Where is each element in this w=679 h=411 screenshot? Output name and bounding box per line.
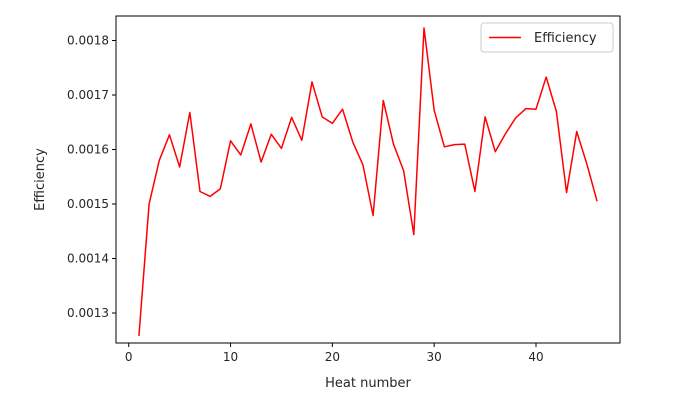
y-tick-label: 0.0018 xyxy=(67,34,109,48)
y-tick-label: 0.0015 xyxy=(67,197,109,211)
y-tick-label: 0.0013 xyxy=(67,306,109,320)
x-axis-label: Heat number xyxy=(325,376,411,391)
y-tick-label: 0.0016 xyxy=(67,143,109,157)
x-axis-ticks: 0 10 20 30 40 xyxy=(125,343,544,364)
y-tick-label: 0.0017 xyxy=(67,88,109,102)
x-tick-label: 20 xyxy=(325,350,340,364)
legend-label-efficiency: Efficiency xyxy=(534,31,597,46)
x-tick-label: 30 xyxy=(427,350,442,364)
legend-box xyxy=(480,22,614,53)
x-tick-label: 10 xyxy=(223,350,238,364)
y-axis-label: Efficiency xyxy=(33,148,48,211)
y-axis-ticks: 0.0013 0.0014 0.0015 0.0016 0.0017 0.0018 xyxy=(67,34,116,320)
y-tick-label: 0.0014 xyxy=(67,252,109,266)
legend: Efficiency xyxy=(480,22,614,53)
x-tick-label: 40 xyxy=(528,350,543,364)
x-tick-label: 0 xyxy=(125,350,133,364)
series-line-efficiency xyxy=(138,27,598,336)
plot-frame xyxy=(115,15,621,344)
series-layer xyxy=(138,27,598,336)
